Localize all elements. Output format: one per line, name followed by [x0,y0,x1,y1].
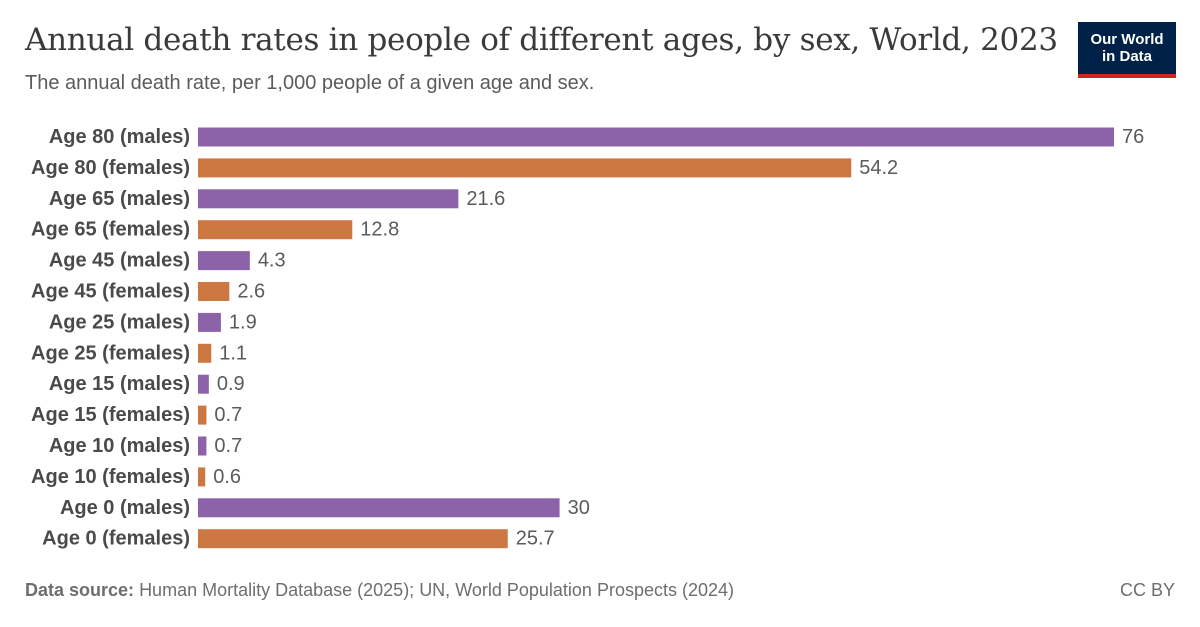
bar-males[interactable] [198,374,209,394]
category-label: Age 0 (males) [60,497,190,519]
bar-females[interactable] [198,282,230,301]
data-source: Data source: Human Mortality Database (2… [25,580,734,601]
bar-males[interactable] [198,251,250,271]
value-label: 21.6 [466,188,505,210]
category-label: Age 10 (males) [49,435,190,457]
category-label: Age 15 (males) [49,373,190,395]
category-label: Age 80 (males) [49,126,190,148]
value-label: 1.1 [219,342,247,364]
category-label: Age 25 (males) [49,311,190,333]
category-label: Age 80 (females) [31,157,190,179]
bar-females[interactable] [198,220,353,240]
bar-males[interactable] [198,312,221,332]
category-label: Age 45 (females) [31,281,190,303]
value-label: 2.6 [237,281,265,303]
license-link[interactable]: CC BY [1119,580,1175,600]
bar-males[interactable] [198,127,1114,147]
category-label: Age 65 (females) [31,219,190,241]
category-label: Age 0 (females) [42,528,190,550]
category-label: Age 10 (females) [31,466,190,488]
value-label: 0.7 [214,404,242,426]
bar-females[interactable] [198,467,206,487]
data-source-text[interactable]: Human Mortality Database (2025); UN, Wor… [139,580,735,600]
chart-subtitle: The annual death rate, per 1,000 people … [25,72,595,94]
logo-line-1: Our World [1090,31,1164,48]
value-label: 0.6 [213,466,241,488]
chart-title: Annual death rates in people of differen… [25,22,1058,58]
logo-line-2: in Data [1101,48,1152,65]
bar-females[interactable] [198,529,508,549]
bar-males[interactable] [198,498,560,518]
value-label: 30 [568,497,590,519]
bar-females[interactable] [198,158,852,178]
value-label: 4.3 [258,250,286,272]
bar-females[interactable] [198,405,207,425]
bar-females[interactable] [198,343,212,363]
value-label: 0.7 [214,435,242,457]
value-label: 76 [1122,126,1144,148]
value-label: 12.8 [360,219,399,241]
value-label: 1.9 [229,311,257,333]
category-label: Age 15 (females) [31,404,190,426]
data-source-label: Data source: [25,580,135,600]
value-label: 25.7 [516,528,555,550]
bar-males[interactable] [198,436,207,456]
category-label: Age 45 (males) [49,250,190,272]
value-label: 54.2 [859,157,898,179]
category-label: Age 25 (females) [31,342,190,364]
bar-chart: Age 80 (males) 76 Age 80 (females) 54.2 Age … [31,126,1144,550]
bar-males[interactable] [198,189,459,209]
owid-logo[interactable]: Our World in Data [1078,22,1176,78]
category-label: Age 65 (males) [49,188,190,210]
value-label: 0.9 [217,373,245,395]
